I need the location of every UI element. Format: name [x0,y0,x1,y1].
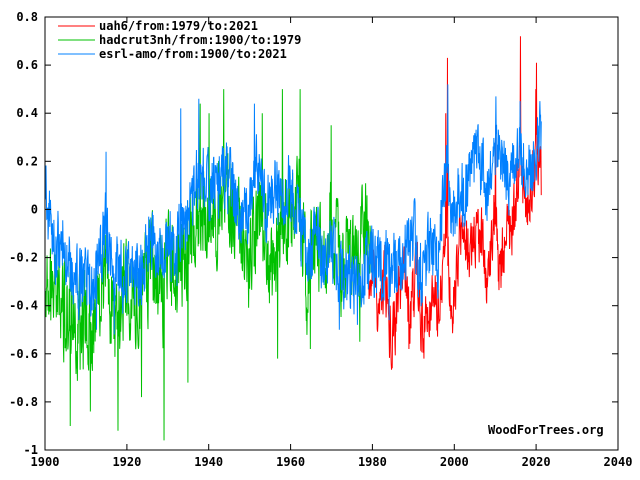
y-tick-label: 0.6 [16,58,38,72]
x-axis-labels: 1900 1920 1940 1960 1980 2000 2020 2040 [31,455,633,469]
y-tick-label: -0.2 [9,251,38,265]
plot-border [44,16,619,451]
legend-label-hadcrut3nh: hadcrut3nh/from:1900/to:1979 [99,33,301,47]
x-tick-label: 1900 [31,455,60,469]
y-tick-label: -0.6 [9,347,38,361]
legend: uah6/from:1979/to:2021 hadcrut3nh/from:1… [58,19,301,61]
y-tick-label: 0.4 [16,106,38,120]
x-tick-label: 2020 [522,455,551,469]
x-tick-label: 1940 [194,455,223,469]
x-tick-label: 2040 [604,455,633,469]
x-tick-label: 1920 [112,455,141,469]
legend-label-uah6: uah6/from:1979/to:2021 [99,19,258,33]
y-axis-labels: 0.8 0.6 0.4 0.2 0 -0.2 -0.4 -0.6 -0.8 -1 [9,10,38,457]
x-tick-label: 1960 [276,455,305,469]
watermark: WoodForTrees.org [488,423,604,437]
series-path-esrl-amo [44,84,542,335]
y-tick-label: -0.4 [9,299,38,313]
legend-label-esrl-amo: esrl-amo/from:1900/to:2021 [99,47,287,61]
y-tick-label: 0.8 [16,10,38,24]
series-layer [44,36,542,441]
axis-ticks [44,16,619,451]
y-tick-label: 0.2 [16,154,38,168]
series-path-hadcrut3nh [44,89,373,441]
y-tick-label: -0.8 [9,395,38,409]
y-tick-label: 0 [31,202,38,216]
x-tick-label: 1980 [358,455,387,469]
x-tick-label: 2000 [440,455,469,469]
y-tick-label: -1 [24,443,38,457]
